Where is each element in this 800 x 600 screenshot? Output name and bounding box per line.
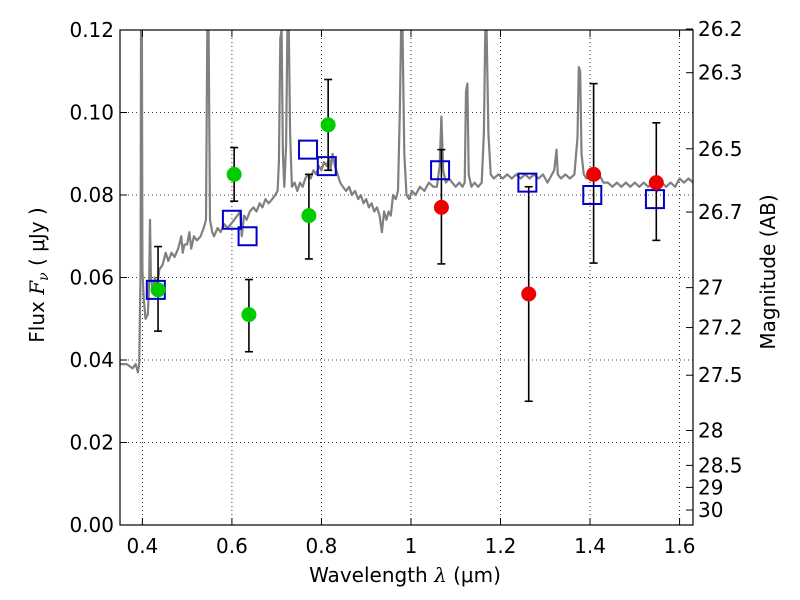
x-tick-label: 0.6: [216, 534, 248, 558]
y-tick-label: 0.00: [69, 513, 114, 537]
observed-point: [521, 286, 537, 302]
observed-point: [241, 307, 257, 323]
x-tick-label: 1.6: [664, 534, 696, 558]
y2-tick-label: 28.5: [698, 453, 743, 477]
x-tick-label: 0.8: [306, 534, 338, 558]
y2-tick-label: 26.2: [698, 17, 743, 41]
y-axis-title-subscript: ν: [36, 272, 52, 281]
x-tick-label: 1: [405, 534, 418, 558]
model-photometry-square: [221, 209, 242, 230]
model-photometry-square: [644, 189, 665, 210]
model-photometry-square: [582, 185, 603, 205]
grid-lines: [120, 29, 693, 526]
y-tick-label: 0.06: [69, 266, 114, 290]
markers: [145, 117, 665, 323]
axes: [119, 28, 694, 526]
plot-area: [120, 30, 693, 403]
x-axis-title-unit: (μm): [447, 563, 501, 587]
y2-axis-title: Magnitude (AB): [756, 194, 780, 349]
y2-tick-label: 27.2: [698, 316, 743, 340]
y-axis-title: Flux Fν ( μJy ): [25, 207, 52, 342]
y2-tick-label: 27.5: [698, 363, 743, 387]
x-tick-label: 0.4: [126, 534, 158, 558]
tick-labels: 0.4 0.6 0.8 1 1.2 1.4 1.6 0.00 0.02 0.04 0.06 0.08 0…: [69, 17, 742, 558]
observed-point: [150, 282, 166, 298]
y-tick-label: 0.12: [69, 18, 114, 42]
y2-tick-label: 30: [698, 498, 723, 522]
y-tick-label: 0.08: [69, 183, 114, 207]
observed-point: [586, 166, 602, 182]
y-tick-label: 0.10: [69, 101, 114, 125]
observed-point: [226, 166, 242, 182]
y-axis-title-prefix: Flux: [25, 295, 49, 343]
x-axis-title-symbol: λ: [433, 563, 447, 587]
model-photometry-square: [430, 160, 451, 181]
x-tick-label: 1.4: [574, 534, 606, 558]
y2-tick-label: 26.3: [698, 61, 743, 85]
y2-tick-label: 26.5: [698, 137, 743, 161]
observed-point: [648, 175, 664, 191]
spectrum-line: [120, 30, 693, 374]
error-bars: [154, 78, 661, 403]
x-axis-title-prefix: Wavelength: [309, 563, 434, 587]
y2-tick-label: 27: [698, 276, 723, 300]
x-tick-label: 1.2: [485, 534, 517, 558]
x-axis-title: Wavelength λ (μm): [309, 563, 501, 587]
y-axis-title-unit: ( μJy ): [25, 207, 49, 272]
model-photometry-square: [517, 172, 538, 193]
model-photometry-square: [237, 226, 258, 247]
y2-tick-label: 29: [698, 475, 723, 499]
model-photometry-square: [298, 139, 319, 160]
observed-point: [433, 199, 449, 215]
model-photometry-square: [316, 156, 337, 177]
y-axis-title-symbol: F: [25, 280, 49, 296]
y-tick-label: 0.04: [69, 348, 114, 372]
spectrum-series: [120, 30, 693, 374]
y-tick-label: 0.02: [69, 431, 114, 455]
y2-tick-label: 26.7: [698, 200, 743, 224]
observed-point: [320, 117, 336, 133]
observed-point: [301, 208, 317, 224]
y2-tick-label: 28: [698, 418, 723, 442]
